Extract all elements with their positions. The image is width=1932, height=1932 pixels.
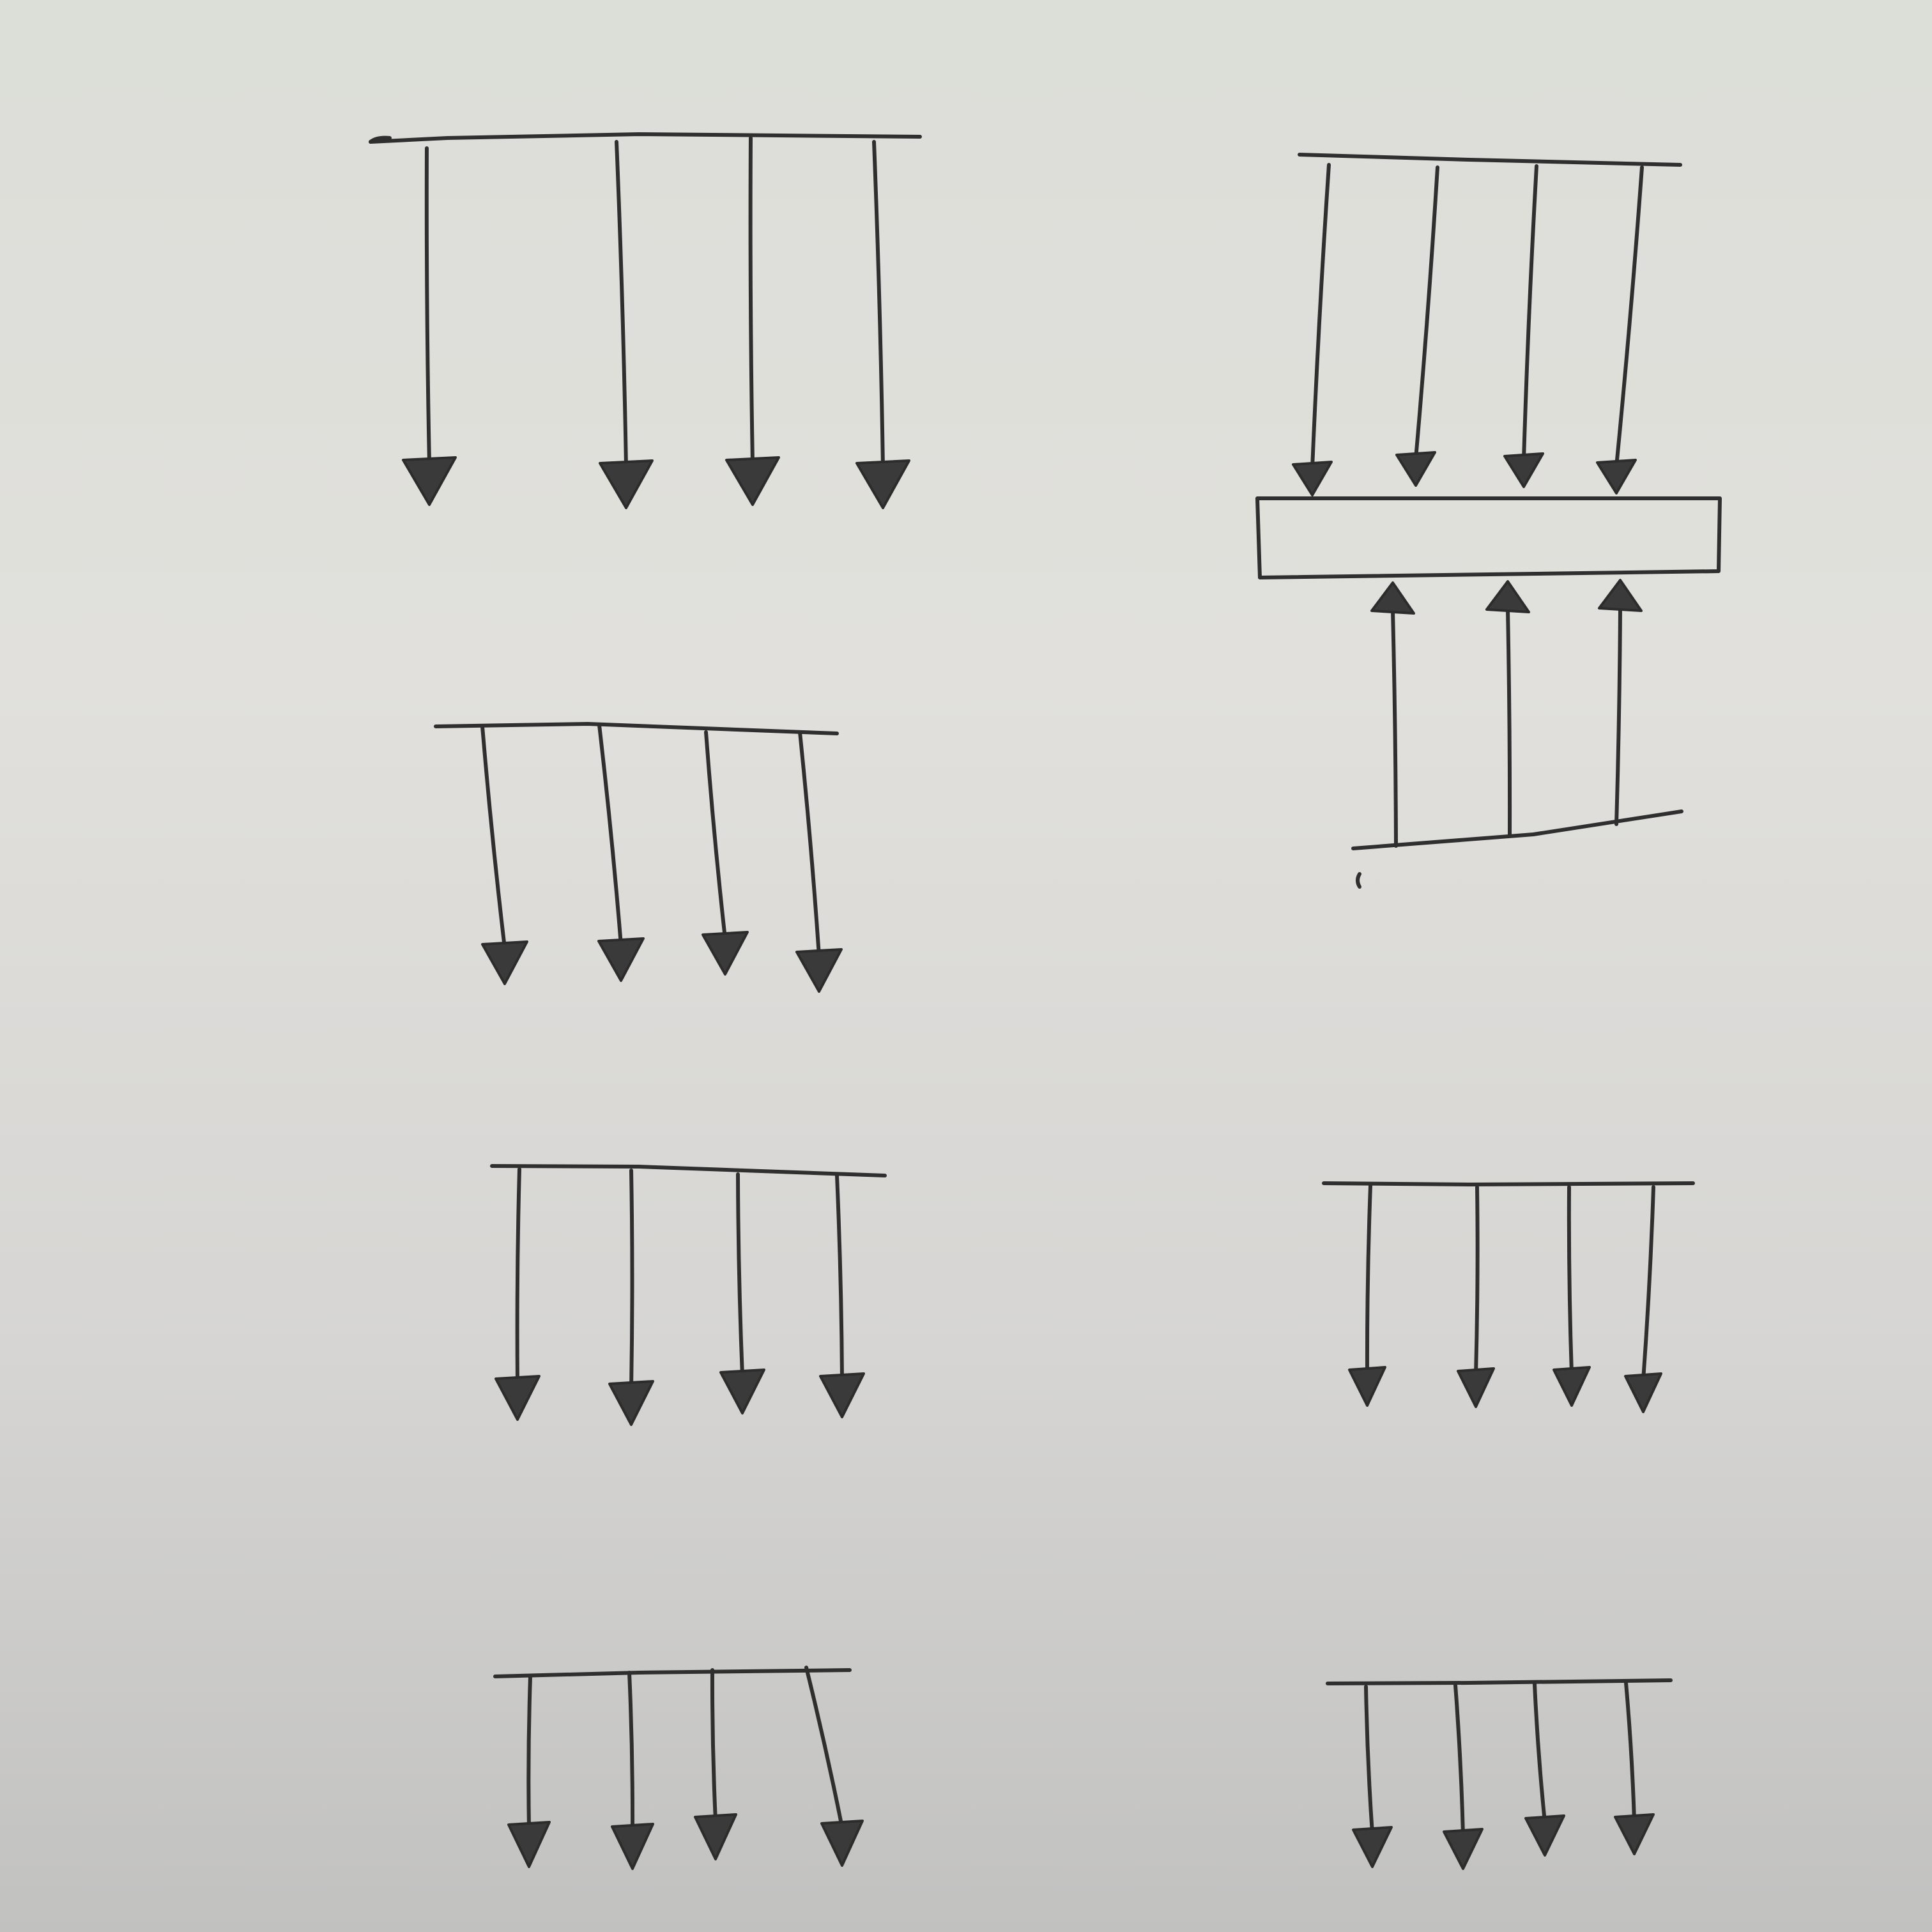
group-3-arrowhead-4 — [795, 948, 843, 993]
group-6-top-bar — [493, 1668, 852, 1678]
group-3-arrowhead-3 — [702, 931, 749, 976]
group-3-arrow-shaft-3 — [704, 730, 727, 940]
group-2-top-bar — [1298, 153, 1682, 167]
group-5-top-bar — [1322, 1181, 1695, 1186]
group-7-top-bar — [1326, 1678, 1673, 1685]
group-1-bar-hook — [369, 135, 392, 144]
group-7-arrowhead-2 — [1443, 1828, 1483, 1870]
group-2-arrow-shaft-1 — [1310, 163, 1331, 470]
group-1-arrow-shaft-4 — [872, 140, 885, 469]
group-7 — [1326, 1678, 1673, 1870]
group-2-up-arrow-shaft-3 — [1614, 606, 1622, 826]
group-6-arrow-shaft-3 — [710, 1668, 717, 1823]
group-1-arrowhead-2 — [599, 459, 654, 509]
group-2-up-arrowhead-1 — [1370, 581, 1415, 615]
group-6-arrow-shaft-1 — [526, 1675, 532, 1830]
group-4-arrowhead-3 — [719, 1368, 765, 1414]
group-5-arrowhead-2 — [1457, 1367, 1495, 1408]
group-7-arrowhead-3 — [1524, 1814, 1565, 1857]
group-4-arrow-shaft-4 — [835, 1174, 844, 1382]
group-5-arrow-shaft-1 — [1365, 1184, 1372, 1376]
group-5 — [1322, 1181, 1695, 1413]
group-2-arrowhead-1 — [1292, 461, 1333, 496]
group-2-block — [1255, 496, 1722, 579]
group-2-up-arrow-shaft-1 — [1391, 609, 1398, 848]
group-1-arrowhead-4 — [855, 459, 910, 509]
group-4-arrow-shaft-3 — [736, 1172, 744, 1378]
group-4-arrowhead-2 — [608, 1380, 654, 1426]
group-3 — [434, 722, 843, 993]
group-6-arrowhead-1 — [507, 1821, 551, 1868]
group-1-arrowhead-1 — [402, 456, 457, 506]
group-6-arrowhead-2 — [611, 1823, 654, 1870]
group-5-arrow-shaft-4 — [1641, 1185, 1655, 1382]
group-7-arrowhead-1 — [1352, 1826, 1393, 1868]
group-1 — [369, 132, 922, 509]
group-6-arrowhead-3 — [694, 1813, 737, 1860]
group-3-top-bar — [434, 722, 839, 735]
group-2-up-arrow-shaft-2 — [1506, 608, 1512, 836]
group-4-arrowhead-4 — [819, 1372, 865, 1418]
group-2-arrowhead-3 — [1503, 452, 1544, 488]
group-5-arrowhead-4 — [1624, 1372, 1662, 1413]
group-5-arrowhead-1 — [1348, 1366, 1386, 1407]
group-7-arrow-shaft-4 — [1624, 1681, 1636, 1823]
group-2-arrow-shaft-4 — [1614, 165, 1644, 468]
group-4-top-bar — [490, 1164, 887, 1177]
group-7-arrowhead-4 — [1614, 1813, 1655, 1855]
group-2-arrowhead-2 — [1395, 451, 1436, 487]
group-1-arrow-shaft-3 — [748, 136, 755, 466]
group-2-arrow-shaft-3 — [1522, 164, 1538, 462]
group-5-arrow-shaft-3 — [1567, 1185, 1574, 1376]
group-2-base-line — [1351, 809, 1683, 850]
group-3-arrow-shaft-1 — [480, 724, 507, 950]
group-1-top-bar — [369, 132, 922, 144]
group-3-arrow-shaft-2 — [597, 723, 623, 947]
group-6-arrow-shaft-2 — [627, 1671, 635, 1832]
group-1-arrowhead-3 — [725, 456, 780, 506]
group-1-arrow-shaft-2 — [615, 140, 628, 469]
group-3-arrowhead-1 — [481, 940, 528, 985]
group-4-arrow-shaft-1 — [515, 1167, 521, 1384]
group-3-arrow-shaft-4 — [798, 730, 821, 958]
group-7-arrow-shaft-2 — [1453, 1683, 1465, 1837]
group-4 — [490, 1164, 887, 1426]
group-2-base-tick — [1356, 872, 1361, 889]
group-1-arrow-shaft-1 — [424, 146, 431, 466]
group-5-arrowhead-3 — [1552, 1366, 1591, 1407]
group-2-up-arrowhead-3 — [1598, 579, 1643, 612]
group-7-arrow-shaft-1 — [1364, 1685, 1374, 1836]
group-5-arrow-shaft-2 — [1474, 1185, 1480, 1377]
group-2-arrowhead-4 — [1596, 459, 1637, 494]
group-7-arrow-shaft-3 — [1533, 1682, 1547, 1824]
group-3-arrowhead-2 — [597, 937, 645, 982]
group-6 — [493, 1666, 864, 1870]
group-2-up-arrowhead-2 — [1485, 580, 1530, 613]
group-4-arrow-shaft-2 — [629, 1169, 634, 1390]
group-2-arrow-shaft-2 — [1414, 165, 1439, 461]
group-4-arrowhead-1 — [494, 1375, 540, 1421]
group-6-arrow-shaft-4 — [804, 1666, 844, 1829]
group-6-arrowhead-4 — [820, 1820, 864, 1867]
group-2 — [1255, 153, 1722, 889]
